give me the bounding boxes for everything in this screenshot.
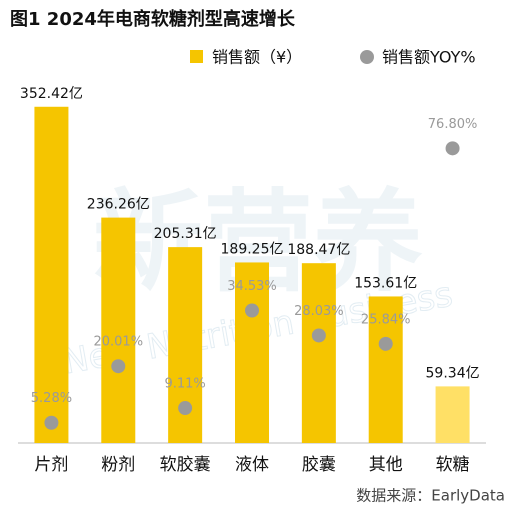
- chart-title: 图1 2024年电商软糖剂型高速增长: [10, 8, 296, 30]
- data-label: 20.01%: [93, 335, 143, 350]
- data-label: 9.11%: [164, 377, 205, 392]
- legend-swatch: [190, 50, 203, 63]
- bar: [435, 386, 470, 443]
- data-label: 188.47亿: [287, 242, 350, 258]
- data-label: 153.61亿: [354, 275, 417, 291]
- data-label: 352.42亿: [20, 86, 83, 102]
- point: [245, 303, 259, 318]
- data-label: 205.31亿: [154, 226, 217, 242]
- bar: [368, 296, 403, 443]
- source: 数据来源：EarlyData: [356, 487, 505, 505]
- x-tick-label: 片剂: [34, 455, 68, 475]
- data-label: 59.34亿: [426, 365, 480, 381]
- x-tick-label: 软糖: [436, 455, 470, 475]
- data-label: 5.28%: [31, 391, 72, 406]
- point: [378, 336, 393, 351]
- x-tick-label: 液体: [235, 455, 269, 475]
- point: [445, 141, 460, 156]
- x-tick-label: 其他: [369, 455, 403, 475]
- data-label: 236.26亿: [87, 197, 150, 213]
- data-label: 25.84%: [361, 312, 411, 327]
- x-tick-label: 软胶囊: [160, 455, 211, 475]
- bar: [101, 217, 136, 443]
- bar: [235, 262, 269, 443]
- point: [178, 401, 193, 416]
- data-label: 28.03%: [294, 304, 344, 319]
- x-tick-label: 胶囊: [302, 455, 336, 475]
- point: [311, 328, 326, 343]
- point: [111, 359, 126, 374]
- legend-label: 销售额YOY%: [382, 48, 476, 67]
- data-label: 34.53%: [227, 279, 277, 294]
- data-label: 189.25亿: [221, 241, 284, 257]
- bar: [34, 106, 69, 443]
- legend-swatch: [360, 50, 374, 64]
- data-label: 76.80%: [428, 117, 478, 132]
- point: [44, 415, 59, 430]
- x-tick-label: 粉剂: [101, 455, 135, 475]
- legend-label: 销售额（¥）: [212, 48, 302, 67]
- bar: [301, 263, 336, 443]
